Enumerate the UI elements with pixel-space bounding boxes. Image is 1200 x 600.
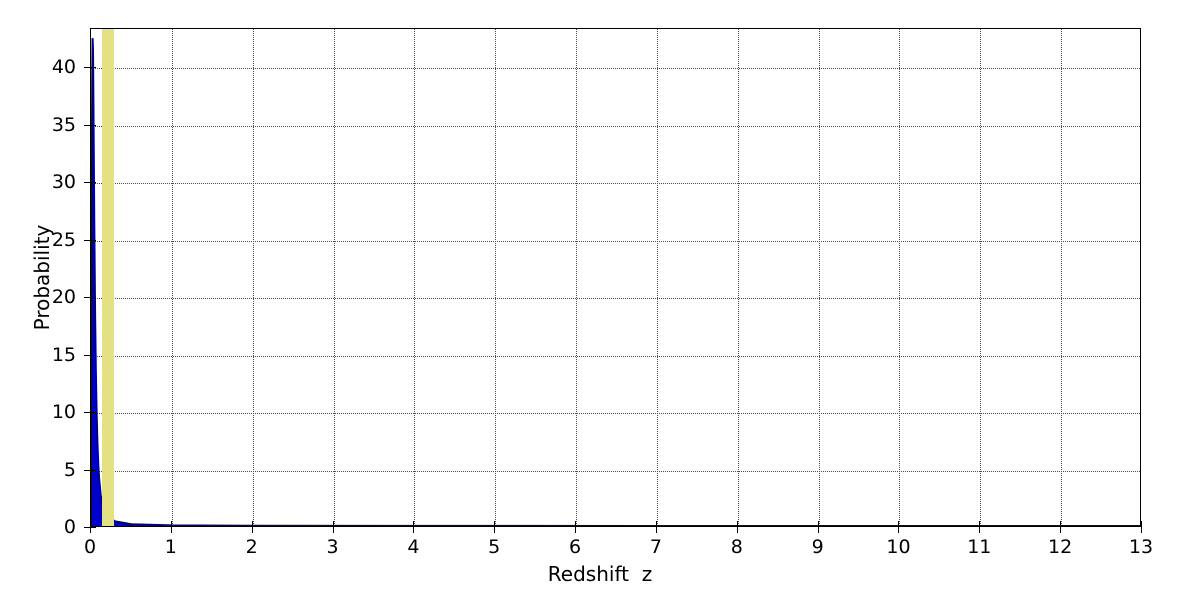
plot-area [90, 28, 1141, 527]
gridline-horizontal-3 [91, 355, 1140, 357]
gridline-vertical-8 [737, 29, 739, 526]
highlight-band [101, 29, 115, 526]
x-tick-8 [736, 527, 738, 533]
y-tick-inner-8 [90, 67, 96, 69]
gridline-vertical-5 [495, 29, 497, 526]
x-tick-inner-13 [1141, 521, 1142, 527]
x-tick-label-4: 4 [407, 536, 420, 558]
series-layer [91, 29, 1140, 526]
gridline-horizontal-1 [91, 470, 1140, 472]
series-svg [91, 29, 1140, 526]
x-tick-label-9: 9 [811, 536, 824, 558]
x-tick-label-8: 8 [730, 536, 743, 558]
gridline-horizontal-4 [91, 298, 1140, 300]
gridline-vertical-1 [171, 29, 173, 526]
y-tick-5 [84, 239, 90, 241]
x-tick-label-7: 7 [649, 536, 662, 558]
x-tick-13 [1141, 527, 1142, 533]
x-tick-inner-3 [332, 521, 334, 527]
x-tick-7 [655, 527, 657, 533]
x-tick-12 [1060, 527, 1062, 533]
x-tick-inner-8 [736, 521, 738, 527]
gridline-horizontal-6 [91, 183, 1140, 185]
y-tick-2 [84, 412, 90, 414]
x-tick-10 [898, 527, 900, 533]
y-tick-label-5: 25 [51, 228, 76, 251]
y-tick-inner-2 [90, 412, 96, 414]
x-tick-label-13: 13 [1128, 536, 1154, 558]
x-tick-inner-1 [170, 521, 172, 527]
x-tick-label-10: 10 [886, 536, 911, 558]
x-tick-inner-10 [898, 521, 900, 527]
y-tick-inner-4 [90, 297, 96, 299]
gridline-horizontal-8 [91, 68, 1140, 70]
y-tick-0 [84, 527, 90, 528]
x-tick-inner-12 [1060, 521, 1062, 527]
gridline-vertical-7 [656, 29, 658, 526]
y-tick-inner-1 [90, 469, 96, 471]
y-tick-inner-0 [90, 527, 96, 528]
series-line-probability-density [91, 38, 1140, 526]
y-tick-8 [84, 67, 90, 69]
x-tick-label-3: 3 [326, 536, 339, 558]
gridline-vertical-4 [414, 29, 416, 526]
x-tick-6 [575, 527, 577, 533]
x-tick-inner-2 [251, 521, 253, 527]
y-tick-label-0: 0 [63, 516, 76, 538]
x-tick-0 [90, 527, 91, 533]
y-tick-label-6: 30 [51, 171, 76, 194]
gridline-vertical-9 [818, 29, 820, 526]
x-tick-inner-0 [90, 521, 91, 527]
y-tick-1 [84, 469, 90, 471]
y-tick-inner-7 [90, 124, 96, 126]
gridline-vertical-6 [576, 29, 578, 526]
series-fill-probability-density [91, 38, 1140, 526]
x-tick-label-1: 1 [164, 536, 177, 558]
y-tick-6 [84, 182, 90, 184]
x-tick-inner-6 [575, 521, 577, 527]
gridline-horizontal-2 [91, 413, 1140, 415]
x-tick-5 [494, 527, 496, 533]
y-tick-label-8: 40 [51, 56, 76, 79]
y-tick-inner-5 [90, 239, 96, 241]
x-tick-label-11: 11 [967, 536, 992, 558]
x-tick-inner-9 [817, 521, 819, 527]
x-tick-3 [332, 527, 334, 533]
gridline-horizontal-5 [91, 240, 1140, 242]
x-tick-4 [413, 527, 415, 533]
y-tick-7 [84, 124, 90, 126]
gridline-vertical-12 [1061, 29, 1063, 526]
x-tick-label-2: 2 [245, 536, 258, 558]
x-tick-inner-7 [655, 521, 657, 527]
x-tick-9 [817, 527, 819, 533]
gridline-horizontal-7 [91, 125, 1140, 127]
x-axis-label: Redshift z [547, 562, 653, 586]
x-tick-label-0: 0 [83, 536, 97, 558]
x-tick-inner-5 [494, 521, 496, 527]
gridline-vertical-11 [980, 29, 982, 526]
x-tick-2 [251, 527, 253, 533]
y-tick-label-3: 15 [51, 343, 76, 366]
y-tick-label-7: 35 [51, 113, 76, 136]
x-tick-inner-4 [413, 521, 415, 527]
y-tick-3 [84, 354, 90, 356]
y-tick-4 [84, 297, 90, 299]
x-tick-label-12: 12 [1048, 536, 1073, 558]
y-tick-inner-3 [90, 354, 96, 356]
x-tick-1 [170, 527, 172, 533]
x-tick-11 [979, 527, 981, 533]
gridline-vertical-2 [252, 29, 254, 526]
y-tick-label-4: 20 [51, 286, 76, 309]
y-tick-label-2: 10 [51, 401, 76, 424]
y-axis-label: Probability [30, 224, 54, 331]
x-tick-label-6: 6 [569, 536, 582, 558]
x-tick-inner-11 [979, 521, 981, 527]
x-tick-label-5: 5 [488, 536, 501, 558]
y-tick-label-1: 5 [63, 458, 76, 481]
gridline-vertical-10 [899, 29, 901, 526]
gridline-vertical-3 [333, 29, 335, 526]
y-tick-inner-6 [90, 182, 96, 184]
